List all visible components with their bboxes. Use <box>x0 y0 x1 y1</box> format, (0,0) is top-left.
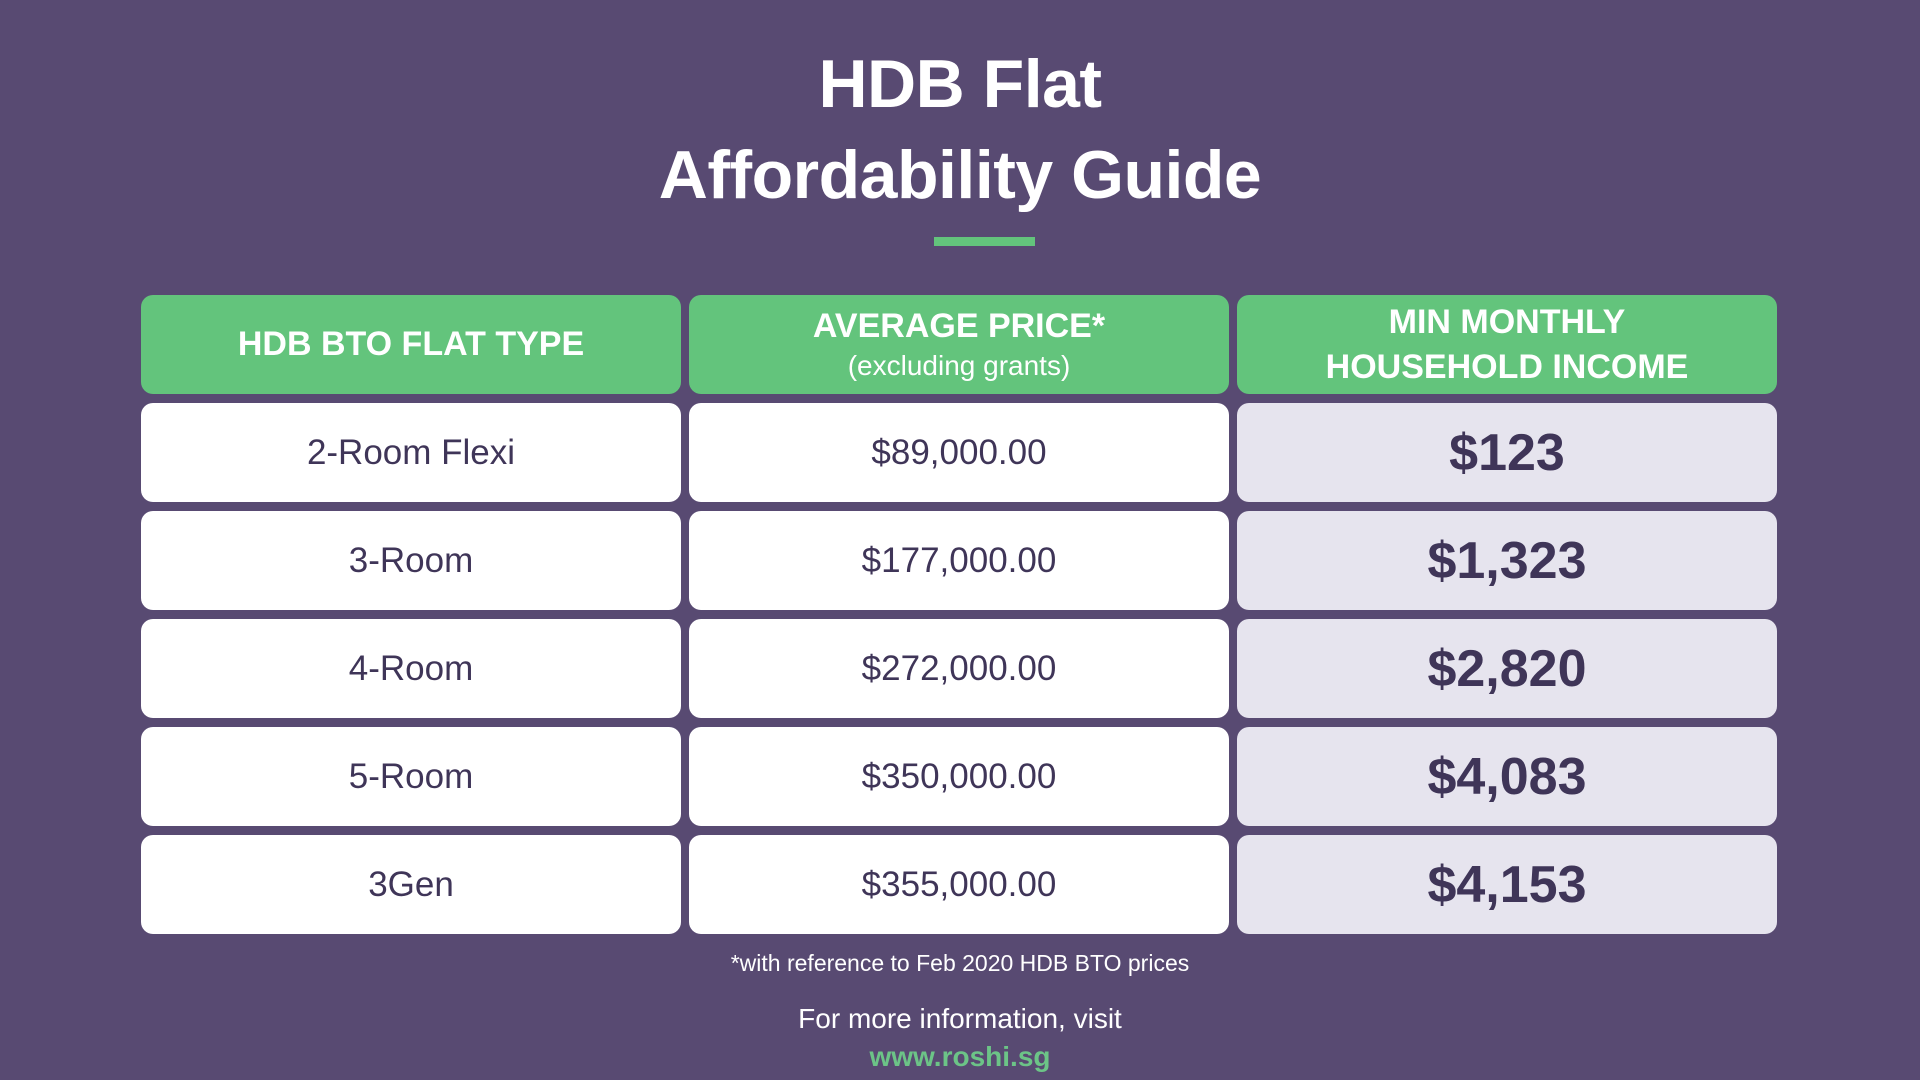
title-divider <box>934 237 1035 246</box>
flat-type-cell: 3-Room <box>141 511 681 610</box>
income-cell: $123 <box>1237 403 1777 502</box>
flat-type-cell: 5-Room <box>141 727 681 826</box>
flat-type-cell: 4-Room <box>141 619 681 718</box>
income-cell: $4,083 <box>1237 727 1777 826</box>
income-cell-text: $1,323 <box>1427 531 1587 590</box>
price-cell-text: $177,000.00 <box>861 540 1057 580</box>
price-cell-text: $272,000.00 <box>861 648 1057 688</box>
price-cell: $272,000.00 <box>689 619 1229 718</box>
income-cell: $4,153 <box>1237 835 1777 934</box>
price-cell: $350,000.00 <box>689 727 1229 826</box>
header-min-income: MIN MONTHLY HOUSEHOLD INCOME <box>1237 295 1777 394</box>
flat-type-cell-text: 4-Room <box>348 648 474 688</box>
flat-type-cell-text: 3-Room <box>348 540 474 580</box>
flat-type-cell-text: 2-Room Flexi <box>306 432 516 472</box>
flat-type-cell-text: 5-Room <box>348 756 474 796</box>
price-cell: $355,000.00 <box>689 835 1229 934</box>
flat-type-cell-text: 3Gen <box>368 864 454 904</box>
income-cell: $1,323 <box>1237 511 1777 610</box>
website-link[interactable]: www.roshi.sg <box>869 1041 1051 1072</box>
income-cell-text: $4,153 <box>1427 855 1587 914</box>
header-sublabel: (excluding grants) <box>847 350 1071 382</box>
header-label: HDB BTO FLAT TYPE <box>237 325 585 364</box>
price-cell-text: $355,000.00 <box>861 864 1057 904</box>
price-cell-text: $89,000.00 <box>871 432 1047 472</box>
price-cell-text: $350,000.00 <box>861 756 1057 796</box>
income-cell-text: $4,083 <box>1427 747 1587 806</box>
header-label-line2: HOUSEHOLD INCOME <box>1325 347 1689 386</box>
flat-type-cell: 3Gen <box>141 835 681 934</box>
title-line-2: Affordability Guide <box>658 137 1262 213</box>
price-cell: $177,000.00 <box>689 511 1229 610</box>
income-cell-text: $2,820 <box>1427 639 1587 698</box>
header-flat-type: HDB BTO FLAT TYPE <box>141 295 681 394</box>
footnote: *with reference to Feb 2020 HDB BTO pric… <box>730 950 1190 976</box>
income-cell-text: $123 <box>1449 423 1565 482</box>
title-line-1: HDB Flat <box>818 46 1102 122</box>
header-average-price: AVERAGE PRICE* (excluding grants) <box>689 295 1229 394</box>
flat-type-cell: 2-Room Flexi <box>141 403 681 502</box>
header-label: MIN MONTHLY <box>1388 303 1626 342</box>
info-text: For more information, visit <box>798 1003 1122 1034</box>
price-cell: $89,000.00 <box>689 403 1229 502</box>
income-cell: $2,820 <box>1237 619 1777 718</box>
header-label: AVERAGE PRICE* <box>812 307 1106 346</box>
